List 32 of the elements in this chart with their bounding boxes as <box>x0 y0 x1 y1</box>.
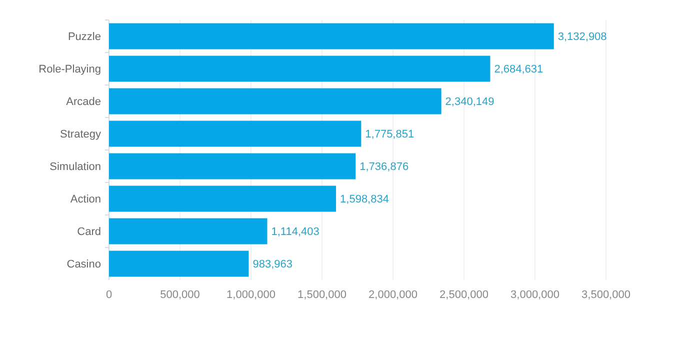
data-label: 1,775,851 <box>365 128 414 141</box>
data-label: 1,114,403 <box>271 226 320 238</box>
y-tick-label: Simulation <box>50 161 101 174</box>
bar <box>109 250 249 277</box>
x-tick-label: 500,000 <box>160 289 200 301</box>
bar <box>109 153 356 180</box>
data-label: 983,963 <box>252 258 292 271</box>
y-tick-label: Strategy <box>60 128 102 141</box>
data-label: 2,684,631 <box>494 64 544 76</box>
data-label: 3,132,908 <box>558 31 607 44</box>
data-label: 1,736,876 <box>360 161 409 174</box>
x-tick-label: 3,500,000 <box>582 289 630 301</box>
x-tick-label: 0 <box>106 289 112 301</box>
x-tick-label: 2,000,000 <box>368 289 418 301</box>
data-label: 1,598,834 <box>340 194 389 206</box>
y-tick-label: Casino <box>66 258 101 271</box>
x-tick-label: 3,000,000 <box>510 289 560 301</box>
x-tick-label: 1,000,000 <box>226 289 276 301</box>
y-tick-label: Puzzle <box>68 31 101 44</box>
bar <box>109 120 362 147</box>
y-tick-label: Action <box>70 194 101 206</box>
data-label: 2,340,149 <box>445 96 494 108</box>
y-tick-label: Card <box>77 226 101 238</box>
bar <box>109 56 490 82</box>
bar <box>109 88 442 114</box>
x-tick-label: 2,500,000 <box>440 289 488 301</box>
bar <box>109 23 554 50</box>
y-tick-label: Arcade <box>66 96 101 108</box>
x-tick-label: 1,500,000 <box>298 289 346 301</box>
y-tick-label: Role-Playing <box>38 64 101 76</box>
bar <box>109 186 336 212</box>
bar <box>109 218 268 244</box>
